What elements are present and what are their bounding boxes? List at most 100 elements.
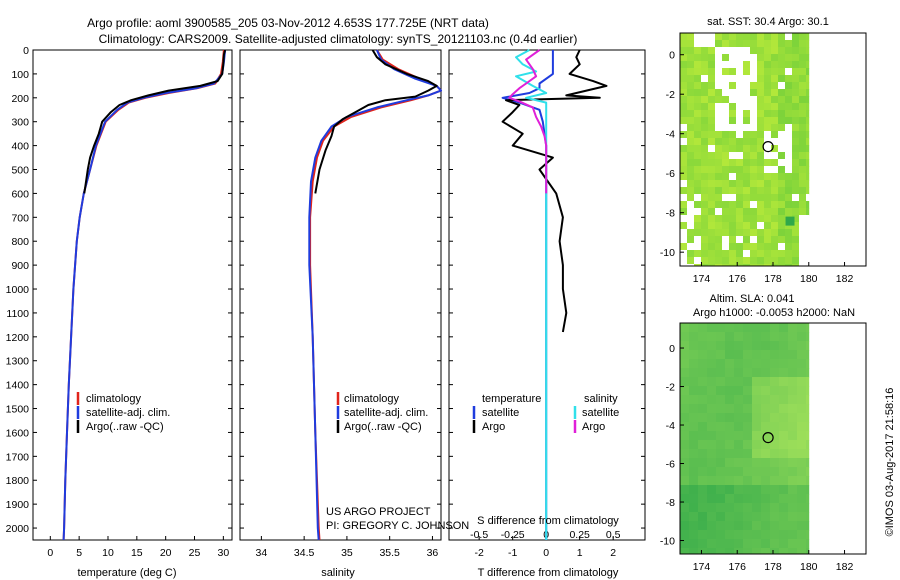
map-cell xyxy=(771,124,779,132)
map-cell xyxy=(687,75,695,83)
map-cell xyxy=(715,117,723,125)
map-cell xyxy=(792,131,800,139)
map-cell xyxy=(799,89,807,97)
map-cell xyxy=(797,548,807,555)
map-cell xyxy=(771,152,779,160)
map-cell xyxy=(715,243,723,251)
map-cell xyxy=(778,187,786,195)
map-cell xyxy=(771,208,779,216)
map-cell xyxy=(722,75,730,83)
map-cell xyxy=(757,138,765,146)
map-cell xyxy=(778,208,786,216)
map-cell xyxy=(687,89,695,97)
map-cell xyxy=(778,33,786,41)
map-cell xyxy=(736,201,744,209)
map-cell xyxy=(806,166,810,174)
map-cell xyxy=(771,173,779,181)
map-cell xyxy=(750,208,758,216)
map-cell xyxy=(757,68,765,76)
map-cell xyxy=(680,458,690,468)
map-cell xyxy=(757,208,765,216)
map-cell xyxy=(725,350,735,360)
map-cell xyxy=(750,187,758,195)
map-cell xyxy=(725,377,735,387)
depth-tick-label: 1900 xyxy=(6,499,30,511)
map-y-tick-label: -2 xyxy=(666,382,675,394)
s-difference-tick-label: 0.5 xyxy=(606,529,621,541)
map-cell xyxy=(707,359,717,369)
map-cell xyxy=(716,323,726,333)
map-cell xyxy=(757,145,765,153)
map-cell xyxy=(757,243,765,251)
map-cell xyxy=(785,54,793,62)
map-cell xyxy=(680,40,688,48)
map-cell xyxy=(701,68,709,76)
map-cell xyxy=(701,110,709,118)
map-cell xyxy=(764,173,772,181)
map-cell xyxy=(778,152,786,160)
map-cell xyxy=(694,110,702,118)
map-cell xyxy=(806,404,810,414)
map-cell xyxy=(736,180,744,188)
map-cell xyxy=(806,413,810,423)
map-cell xyxy=(779,350,789,360)
map-cell xyxy=(680,159,688,167)
map-cell xyxy=(750,61,758,69)
map-y-tick-label: -6 xyxy=(666,459,675,471)
map-y-tick-label: -2 xyxy=(666,89,675,101)
map-cell xyxy=(764,180,772,188)
map-cell xyxy=(743,152,751,160)
map-cell xyxy=(757,75,765,83)
sla-map-panel: 174 176 178 180 182 0 -2 -4 -6 -8 -10 xyxy=(660,322,867,573)
map-cell xyxy=(715,145,723,153)
map-cell xyxy=(752,431,762,441)
depth-tick-label: 1200 xyxy=(6,332,30,344)
map-cell xyxy=(806,145,810,153)
map-cell xyxy=(806,215,810,223)
map-cell xyxy=(757,257,765,265)
map-cell xyxy=(792,33,800,41)
map-cell xyxy=(806,350,810,360)
map-cell xyxy=(764,152,772,160)
map-cell xyxy=(806,386,810,396)
t-difference-x-tick-label: 2 xyxy=(610,547,616,559)
map-cell xyxy=(701,257,709,265)
map-cell xyxy=(792,89,800,97)
map-cell xyxy=(729,243,737,251)
map-cell xyxy=(722,110,730,118)
depth-tick-label: 1700 xyxy=(6,451,30,463)
map-cell xyxy=(707,530,717,540)
map-cell xyxy=(785,166,793,174)
map-cell xyxy=(694,145,702,153)
map-cell xyxy=(761,413,771,423)
map-cell xyxy=(752,539,762,549)
map-cell xyxy=(785,236,793,244)
map-cell xyxy=(725,548,735,555)
map-cell xyxy=(707,341,717,351)
map-cell xyxy=(687,229,695,237)
map-cell xyxy=(707,422,717,432)
map-cell xyxy=(779,368,789,378)
map-cell xyxy=(707,503,717,513)
map-cell xyxy=(716,404,726,414)
map-cell xyxy=(792,124,800,132)
map-cell xyxy=(743,194,751,202)
map-cell xyxy=(715,124,723,132)
map-cell xyxy=(785,96,793,104)
map-cell xyxy=(764,47,772,55)
map-cell xyxy=(722,222,730,230)
map-cell xyxy=(788,548,798,555)
map-cell xyxy=(707,377,717,387)
map-cell xyxy=(778,117,786,125)
map-cell xyxy=(799,264,807,267)
map-cell xyxy=(757,96,765,104)
map-cell xyxy=(680,236,688,244)
map-cell xyxy=(778,236,786,244)
map-cell xyxy=(806,395,810,405)
map-cell xyxy=(743,404,753,414)
map-cell xyxy=(701,243,709,251)
map-cell xyxy=(764,194,772,202)
map-cell xyxy=(771,201,779,209)
depth-tick-label: 2000 xyxy=(6,523,30,535)
map-cell xyxy=(779,530,789,540)
